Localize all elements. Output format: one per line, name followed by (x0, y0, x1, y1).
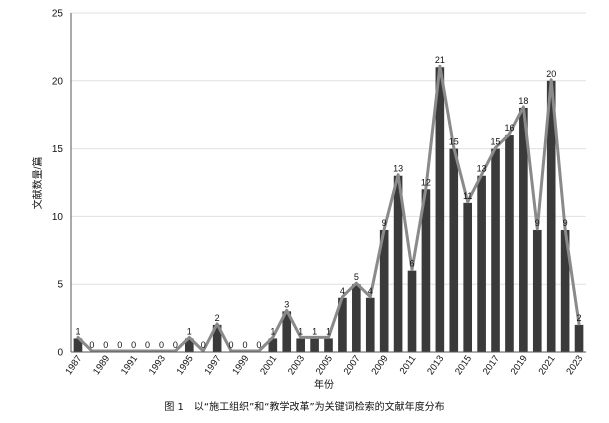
x-tick-label: 1987 (63, 353, 84, 377)
y-tick-label: 5 (57, 280, 63, 291)
x-tick-label: 2003 (286, 353, 307, 377)
y-axis-title: 文献数量/篇 (31, 157, 44, 210)
data-label: 1 (312, 326, 317, 336)
x-tick-label: 1993 (147, 353, 168, 377)
bar-2011 (407, 270, 417, 352)
x-tick-label: 2017 (481, 353, 502, 377)
x-tick-label: 1995 (175, 353, 196, 377)
data-label: 1 (326, 326, 331, 336)
x-tick-label: 1997 (202, 353, 223, 377)
bar-2003 (296, 338, 305, 352)
data-label: 9 (563, 218, 568, 228)
data-label: 0 (256, 340, 261, 350)
x-tick-label: 1989 (91, 353, 112, 377)
y-tick-label: 0 (57, 348, 63, 359)
data-label: 1 (75, 326, 80, 336)
bar-2023 (574, 324, 584, 352)
data-label: 20 (546, 69, 556, 79)
data-label: 6 (410, 259, 415, 269)
bar-2002 (282, 311, 292, 352)
bar-2012 (421, 189, 431, 352)
data-label: 13 (393, 164, 403, 174)
data-label: 0 (159, 340, 164, 350)
data-label: 0 (131, 340, 136, 350)
x-tick-label: 1991 (119, 353, 140, 377)
data-label: 15 (491, 137, 501, 147)
bar-2006 (338, 297, 347, 352)
data-label: 0 (173, 340, 178, 350)
data-label: 0 (145, 340, 150, 350)
data-label: 11 (463, 191, 472, 201)
bar-2005 (324, 338, 333, 352)
data-label: 15 (449, 137, 459, 147)
y-tick-label: 25 (52, 9, 64, 20)
x-axis-title: 年份 (314, 378, 334, 391)
data-label: 0 (103, 340, 108, 350)
bar-2014 (449, 148, 459, 352)
data-label: 0 (242, 340, 247, 350)
bar-2021 (546, 80, 556, 353)
x-tick-label: 2013 (425, 353, 446, 377)
y-tick-label: 10 (52, 212, 64, 223)
bar-1987 (73, 338, 83, 352)
trend-line-path (76, 64, 581, 353)
data-label: 1 (187, 326, 192, 336)
bar-2018 (505, 135, 514, 352)
x-tick-label: 1999 (230, 353, 251, 377)
y-tick-label: 20 (52, 76, 64, 87)
bar-2008 (365, 297, 375, 352)
y-tick-label: 15 (52, 144, 64, 155)
bar-2010 (393, 175, 403, 352)
data-label: 0 (201, 340, 206, 350)
bar-2016 (477, 175, 486, 352)
data-label: 21 (435, 55, 445, 65)
data-label: 13 (477, 164, 487, 174)
x-tick-label: 2015 (453, 353, 474, 377)
bar-2019 (519, 107, 528, 352)
bar-2001 (268, 338, 278, 352)
bars (73, 67, 584, 353)
data-label: 4 (340, 286, 345, 296)
data-label: 1 (298, 326, 303, 336)
data-label: 12 (421, 177, 431, 187)
x-tick-label: 2001 (258, 353, 279, 377)
data-label: 16 (504, 123, 514, 133)
bar-2020 (532, 229, 542, 352)
data-label: 1 (270, 326, 275, 336)
bar-2007 (352, 284, 361, 352)
data-label: 0 (89, 340, 94, 350)
data-label: 0 (117, 340, 122, 350)
data-label: 9 (535, 218, 540, 228)
x-tick-label: 2009 (369, 353, 390, 377)
bar-2022 (560, 229, 570, 352)
data-label: 4 (368, 286, 373, 296)
trend-line (76, 64, 581, 353)
data-label: 18 (518, 96, 528, 106)
bar-2017 (491, 148, 500, 352)
bar-1995 (184, 338, 194, 352)
x-tick-label: 2021 (537, 353, 558, 377)
bar-2009 (379, 229, 389, 352)
figure-caption: 图 1 以“施工组织”和“教学改革”为关键词检索的文献年度分布 (164, 402, 445, 413)
data-label: 2 (215, 313, 220, 323)
bar-2013 (435, 67, 445, 353)
data-label: 2 (577, 313, 582, 323)
bar-2004 (310, 338, 319, 352)
x-tick-label: 2007 (342, 353, 363, 377)
gridlines (71, 12, 586, 285)
data-label: 0 (229, 340, 234, 350)
data-label: 5 (354, 272, 359, 282)
bar-1997 (212, 324, 222, 352)
x-tick-label: 2023 (564, 353, 585, 377)
data-label: 9 (382, 218, 387, 228)
x-tick-label: 2011 (398, 353, 419, 376)
bar-2015 (463, 202, 473, 352)
x-tick-label: 2005 (314, 353, 335, 377)
x-tick-label: 2019 (509, 353, 530, 377)
data-label: 3 (284, 299, 289, 309)
